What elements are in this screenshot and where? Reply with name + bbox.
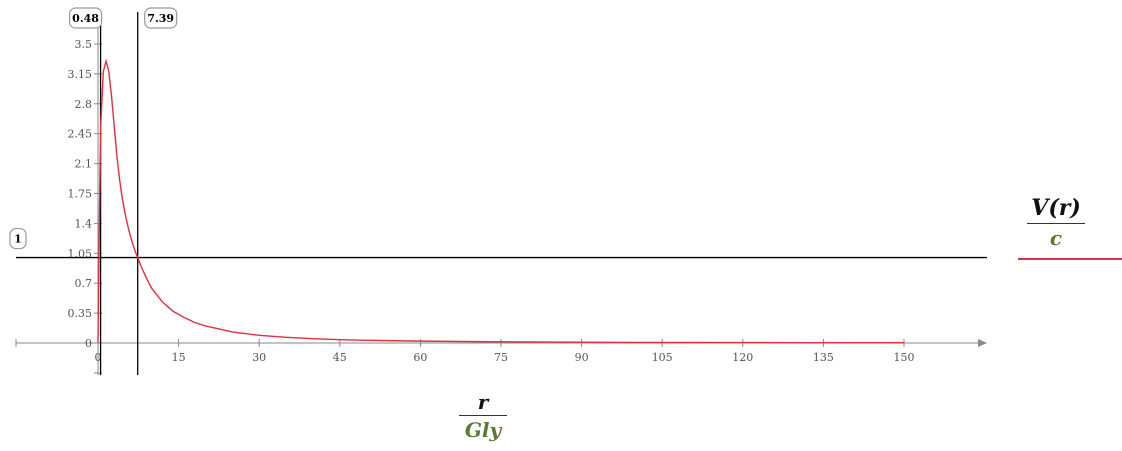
y-axis-label-fraction-bar (1027, 223, 1085, 224)
vertical-marker-label: 0.48 (72, 12, 99, 25)
y-tick-label: 0.35 (68, 307, 93, 320)
series-line (97, 58, 904, 344)
x-tick-label: 0 (95, 351, 102, 364)
y-axis-label-numerator: V(r) (1031, 195, 1081, 221)
y-tick-label: 0 (85, 337, 92, 350)
x-tick-label: 90 (575, 351, 589, 364)
x-tick-label: 60 (413, 351, 427, 364)
x-tick-label: 15 (172, 351, 186, 364)
x-tick-label: 75 (494, 351, 508, 364)
y-axis-label-denominator: c (1049, 226, 1063, 250)
y-tick-label: 2.8 (75, 98, 93, 111)
y-tick-label: 1.05 (68, 247, 93, 260)
x-tick-label: 150 (894, 351, 915, 364)
x-tick-label: 135 (813, 351, 834, 364)
y-tick-label: 0.7 (75, 277, 93, 290)
x-axis-label-numerator: r (477, 390, 489, 414)
y-tick-label: 1.75 (68, 188, 93, 201)
x-axis-label: r Gly (459, 389, 507, 444)
x-tick-label: 120 (732, 351, 753, 364)
y-tick-label: 3.5 (75, 38, 93, 51)
x-tick-label: 30 (252, 351, 266, 364)
y-tick-label: 3.15 (68, 68, 93, 81)
vertical-marker-box (68, 7, 103, 29)
x-tick-label: 45 (333, 351, 347, 364)
legend-swatch (1018, 258, 1122, 260)
x-axis-label-fraction-bar (459, 415, 507, 416)
y-tick-label: 2.1 (75, 158, 93, 171)
vertical-marker-label: 7.39 (147, 12, 174, 25)
vertical-marker-box (144, 7, 178, 29)
horizontal-marker-box (9, 227, 27, 250)
horizontal-marker-label: 1 (14, 233, 22, 246)
y-tick-label: 2.45 (68, 128, 93, 141)
y-tick-label: 1.4 (75, 217, 93, 230)
x-tick-label: 105 (652, 351, 673, 364)
x-axis-label-denominator: Gly (464, 418, 502, 442)
x-axis-arrow (978, 339, 987, 347)
y-axis-label: V(r) c (1027, 193, 1085, 252)
